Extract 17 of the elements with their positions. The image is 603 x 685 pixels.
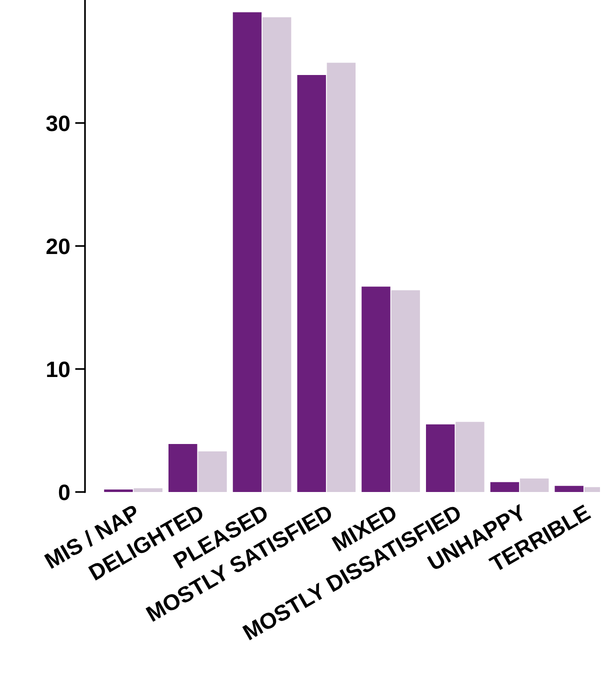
bar — [262, 17, 292, 492]
bar — [426, 424, 455, 492]
bar — [134, 488, 162, 492]
y-tick-label: 0 — [58, 484, 70, 500]
y-tick-label: 10 — [47, 362, 70, 378]
bar — [490, 482, 520, 492]
bar — [198, 451, 227, 492]
y-tick-label: 20 — [46, 238, 70, 254]
bar — [232, 12, 262, 492]
bar — [391, 290, 420, 492]
bar — [456, 422, 484, 492]
bar — [520, 478, 549, 492]
y-tick-label: 30 — [46, 116, 70, 132]
bar — [168, 444, 198, 492]
bar — [297, 75, 326, 492]
bar — [326, 62, 356, 492]
bar — [362, 286, 390, 492]
